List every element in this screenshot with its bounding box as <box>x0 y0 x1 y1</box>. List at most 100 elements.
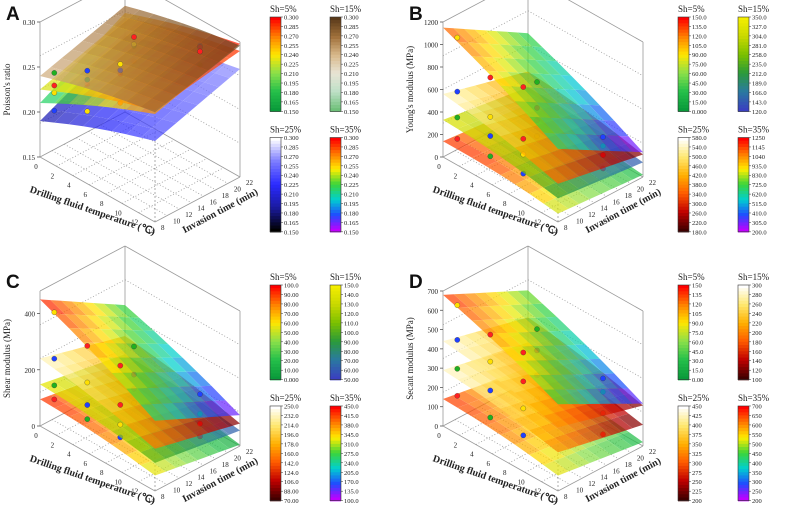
colorbar-swatch <box>678 329 689 333</box>
surface-cell <box>172 402 198 419</box>
colorbar-swatch <box>738 48 749 53</box>
colorbar-swatch <box>270 23 281 27</box>
surface-cell <box>564 133 590 151</box>
colorbar-tick-label: 124.0 <box>284 470 299 477</box>
surface-cell <box>457 376 483 389</box>
colorbar-swatch <box>270 310 281 314</box>
colorbar-swatch <box>270 440 281 445</box>
colorbar-swatch <box>270 421 281 426</box>
y-tick-label: 18 <box>625 461 633 469</box>
colorbar-swatch <box>270 17 281 21</box>
y-tick-label: 10 <box>576 487 584 495</box>
z-tick-label: 400 <box>428 109 439 117</box>
x-tick-label: 0 <box>34 163 38 171</box>
z-tick-label: 0.30 <box>23 19 36 27</box>
colorbar-swatch <box>330 412 341 417</box>
surface-cell <box>560 75 586 91</box>
surface-cell <box>575 448 601 463</box>
colorbar-swatch <box>330 95 341 100</box>
z-tick-label: 1200 <box>424 19 439 27</box>
colorbar-swatch <box>330 459 341 464</box>
colorbar-swatch <box>270 488 281 492</box>
wall-grid-line <box>527 10 644 77</box>
z-tick-label: 500 <box>428 327 439 335</box>
surface-cell <box>493 319 518 333</box>
colorbar-swatch <box>270 322 281 327</box>
surface-cell <box>511 86 537 103</box>
x-tick-label: 14 <box>551 497 559 505</box>
data-point <box>520 349 527 356</box>
colorbar-swatch <box>738 488 749 492</box>
z-axis-label: Young's modulus (MPa) <box>405 46 415 133</box>
surface-cell <box>489 305 515 320</box>
x-tick-label: 0 <box>437 163 441 171</box>
colorbar-tick-label: 600 <box>752 422 762 429</box>
data-point <box>131 343 137 350</box>
colorbar-tick-label: 0.270 <box>284 154 299 161</box>
floor-grid-line <box>72 130 159 176</box>
colorbar-swatch <box>678 197 689 201</box>
surface-cell <box>561 374 587 390</box>
colorbar-swatch <box>330 421 341 426</box>
colorbar-swatch <box>678 351 689 356</box>
x-tick-label: 12 <box>534 488 542 496</box>
colorbar-swatch <box>738 319 749 324</box>
surface-cell <box>204 414 230 430</box>
colorbar-tick-label: 0.165 <box>344 220 359 227</box>
surface-cell <box>514 318 540 333</box>
colorbar-swatch <box>738 462 749 467</box>
colorbar-swatch <box>270 345 281 349</box>
surface-cell <box>175 371 201 387</box>
z-axis-label: Poisson's ratio <box>2 63 12 115</box>
x-tick-label: 4 <box>470 451 474 459</box>
top-left-edge <box>39 245 126 292</box>
colorbar-swatch <box>738 203 749 208</box>
surface-cell <box>596 420 622 436</box>
colorbar-swatch <box>330 20 341 24</box>
surface-cell <box>539 423 565 438</box>
x-tick-label: 6 <box>84 460 88 468</box>
colorbar-swatch <box>270 443 281 448</box>
colorbar-swatch <box>678 194 689 198</box>
colorbar-swatch <box>330 341 341 346</box>
colorbar-swatch <box>330 475 341 480</box>
surface-cell <box>557 103 583 120</box>
surface-cell <box>82 302 108 317</box>
surface-cell <box>496 31 522 46</box>
colorbar-swatch <box>678 447 689 451</box>
surface-cell <box>471 385 497 399</box>
colorbar-swatch <box>270 222 281 227</box>
colorbar-tick-label: 0.210 <box>284 71 299 78</box>
surface-cell <box>496 71 522 87</box>
colorbar-swatch <box>330 431 341 435</box>
surface-cell <box>521 86 547 103</box>
surface-cell <box>154 53 180 68</box>
colorbar-tick-label: 620.0 <box>752 192 767 199</box>
surface-cell <box>561 118 587 135</box>
colorbar-swatch <box>330 67 341 71</box>
colorbar-swatch <box>738 57 749 62</box>
surface-cell <box>574 344 600 360</box>
colorbar-swatch <box>330 54 341 59</box>
surface-cell <box>532 87 558 104</box>
colorbar-swatch <box>270 29 281 34</box>
colorbar-swatch <box>678 213 689 217</box>
surface-cell <box>554 456 580 472</box>
colorbar-swatch <box>678 86 689 90</box>
colorbar-tick-label: 0.165 <box>284 99 299 106</box>
z-tick-label: 1000 <box>424 42 439 50</box>
surface-cell <box>524 317 550 332</box>
colorbar-tick-label: 220.0 <box>692 220 707 227</box>
x-tick-label: 10 <box>115 478 123 486</box>
surface-cell <box>147 106 173 120</box>
colorbar-swatch <box>678 156 689 161</box>
colorbar-tick-label: 0.285 <box>284 24 299 31</box>
surface-cell <box>507 362 533 377</box>
colorbar-swatch <box>330 370 341 374</box>
colorbar-swatch <box>678 159 689 164</box>
surface-cell <box>65 314 90 329</box>
data-point <box>51 309 58 316</box>
surface-cell <box>586 153 612 170</box>
colorbar-tick-label: 327.0 <box>752 24 767 31</box>
surface-cell <box>554 410 580 425</box>
